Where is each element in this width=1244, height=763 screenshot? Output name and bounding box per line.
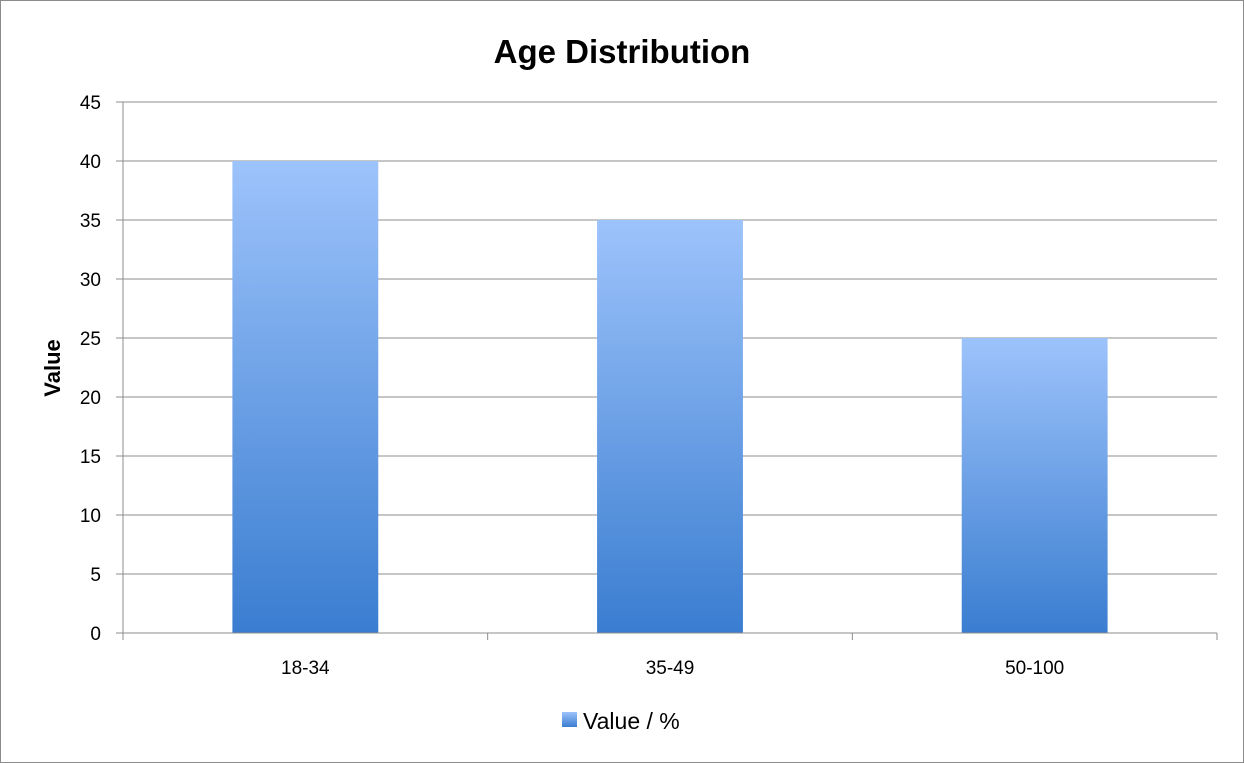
x-tick-label: 50-100 — [1005, 658, 1064, 679]
y-tick-label: 25 — [80, 329, 101, 350]
y-axis-label: Value — [40, 339, 65, 396]
bar-50-100 — [961, 338, 1108, 633]
bar-18-34 — [232, 161, 379, 633]
axes — [116, 101, 1218, 640]
x-tick-label: 35-49 — [646, 658, 695, 679]
x-tick-label: 18-34 — [281, 658, 330, 679]
y-tick-label: 15 — [80, 447, 101, 468]
legend: Value / % — [562, 708, 680, 734]
y-tick-label: 40 — [80, 152, 101, 173]
y-tick-label: 30 — [80, 270, 101, 291]
y-tick-label: 20 — [80, 388, 101, 409]
chart-title: Age Distribution — [494, 33, 751, 70]
tick-labels: 0 5 10 15 20 25 30 35 40 45 18-34 35-49 50-100 — [80, 93, 1064, 679]
y-tick-label: 10 — [80, 506, 101, 527]
y-tick-label: 5 — [90, 565, 101, 586]
legend-swatch — [562, 712, 577, 727]
bars — [232, 161, 1108, 633]
legend-label: Value / % — [583, 708, 680, 734]
y-tick-label: 35 — [80, 211, 101, 232]
bar-35-49 — [597, 220, 743, 633]
y-tick-label: 45 — [80, 93, 101, 114]
y-tick-label: 0 — [90, 624, 101, 645]
